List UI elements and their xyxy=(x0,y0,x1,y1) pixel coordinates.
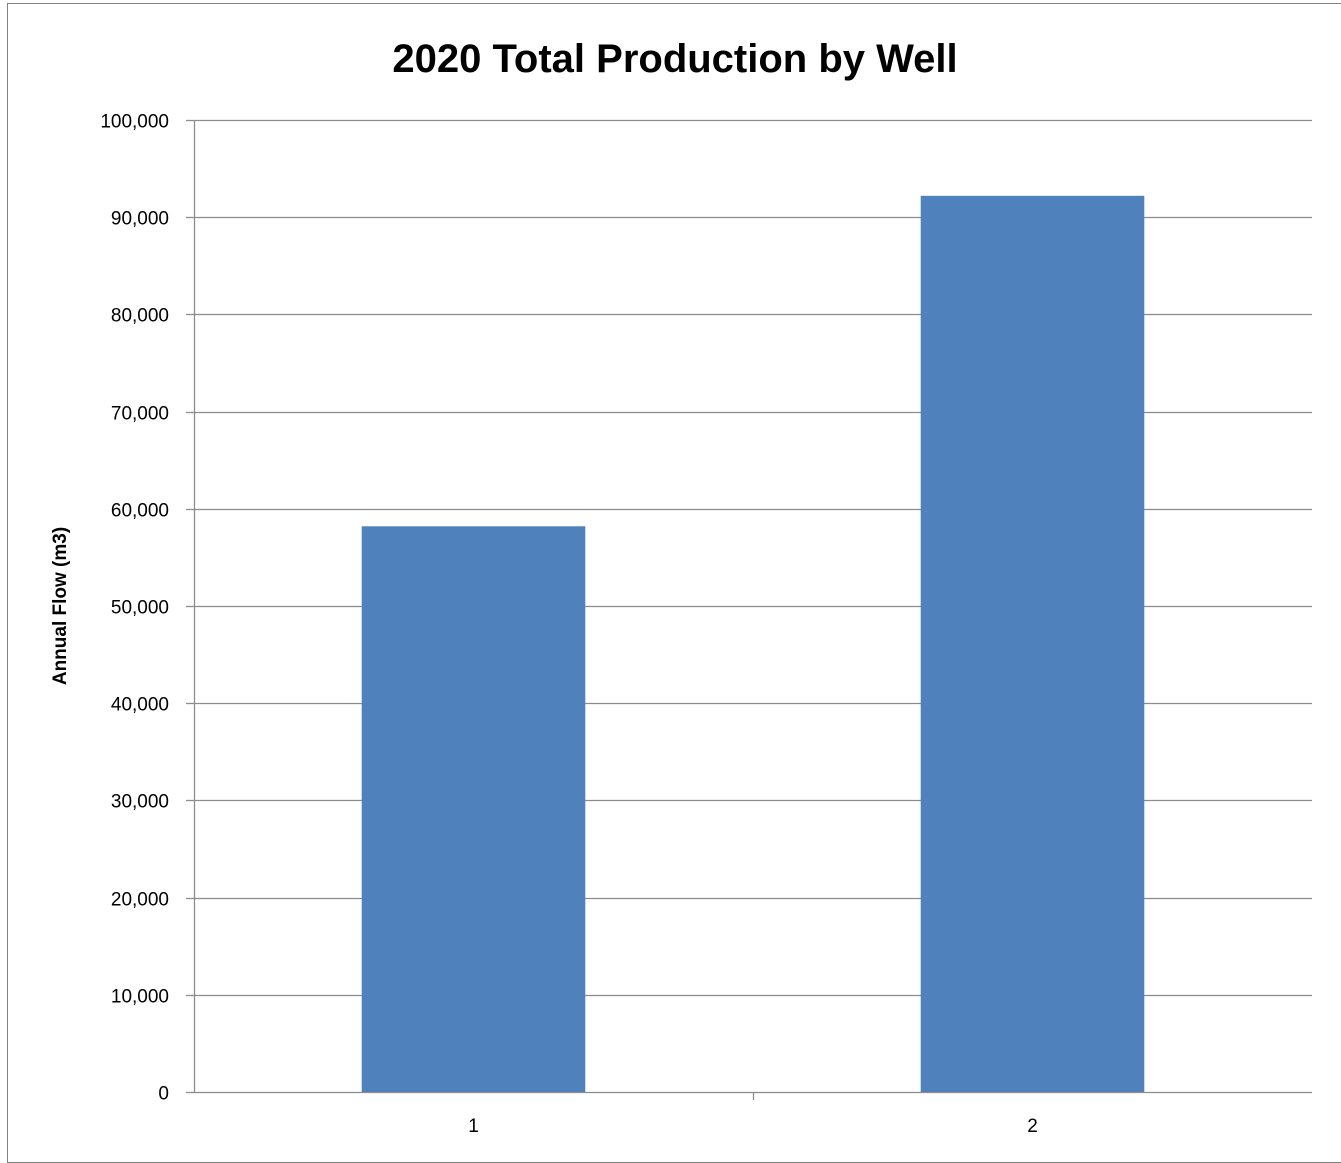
chart-title: 2020 Total Production by Well xyxy=(392,37,957,81)
y-tick-label: 70,000 xyxy=(111,404,169,425)
y-tick-labels: 0 10,000 20,000 30,000 40,000 50,000 60,000 70,… xyxy=(100,112,169,1105)
y-tick-label: 30,000 xyxy=(111,792,169,813)
axes xyxy=(186,119,1312,1100)
y-axis-label: Annual Flow (m3) xyxy=(50,527,71,685)
x-tick-label: 2 xyxy=(1027,1116,1038,1137)
y-tick-label: 60,000 xyxy=(111,501,169,522)
y-tick-label: 40,000 xyxy=(111,695,169,716)
bars xyxy=(361,195,1145,1093)
bar-1 xyxy=(361,526,586,1092)
y-tick-label: 0 xyxy=(158,1084,169,1105)
y-tick-label: 20,000 xyxy=(111,890,169,911)
y-tick-label: 50,000 xyxy=(111,598,169,619)
y-tick-label: 90,000 xyxy=(111,209,169,230)
y-tick-label: 80,000 xyxy=(111,306,169,327)
bar-2 xyxy=(920,195,1145,1093)
y-tick-label: 100,000 xyxy=(100,112,169,133)
x-tick-label: 1 xyxy=(468,1116,479,1137)
y-tick-label: 10,000 xyxy=(111,987,169,1008)
